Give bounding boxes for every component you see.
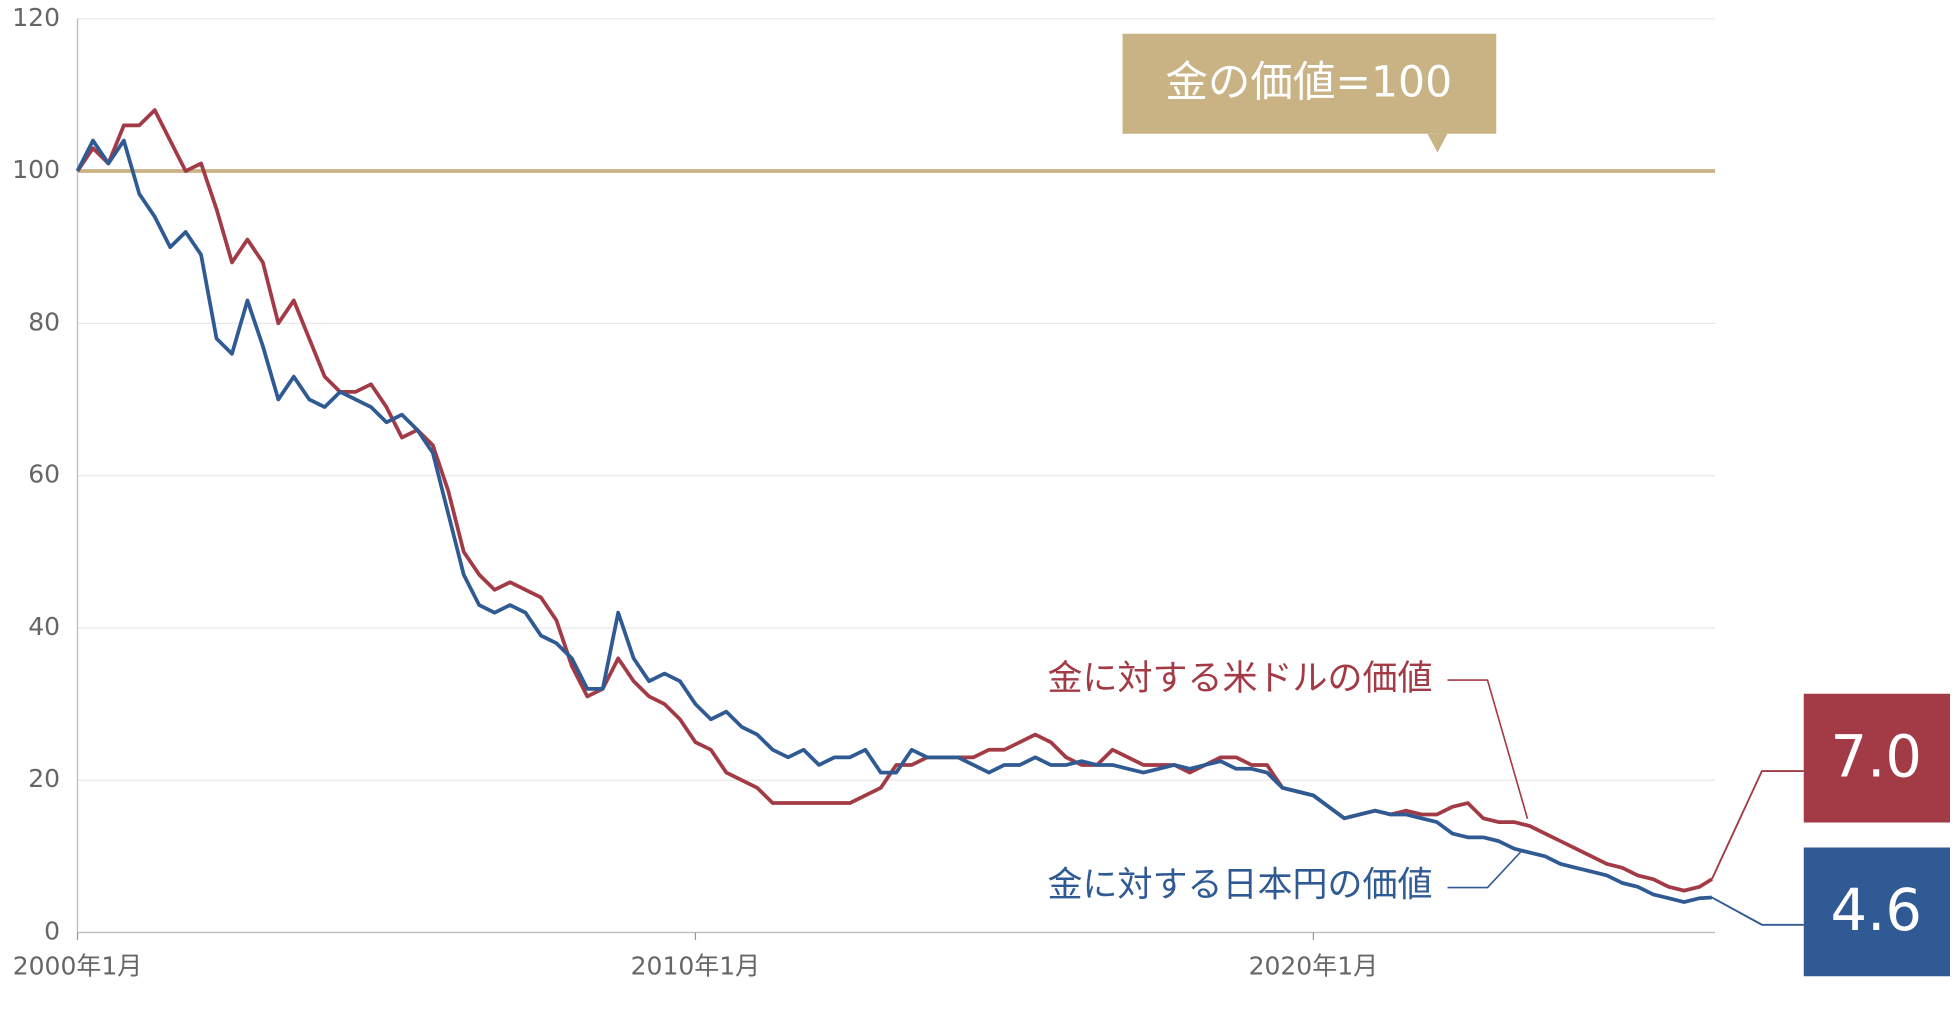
reference-label-box [1122, 33, 1497, 134]
y-tick-label: 80 [28, 307, 60, 336]
series-label: 金に対する日本円の価値 [1047, 865, 1432, 905]
end-label-box [1803, 847, 1950, 977]
plot: 0 20 40 60 80 100 120 2000年1月 2010年1月 2020年1月 7.0 4… [12, 3, 1950, 981]
series-leader [1447, 849, 1524, 889]
end-label-box [1803, 693, 1950, 823]
y-tick-label: 40 [28, 612, 60, 641]
x-tick-label: 2000年1月 [13, 952, 143, 981]
y-tick-label: 0 [44, 917, 60, 946]
end-label: 7.0 [1831, 723, 1922, 790]
y-tick-label: 60 [28, 460, 60, 489]
end-leader [1711, 896, 1804, 926]
series-leader [1447, 679, 1529, 819]
y-tick-label: 120 [12, 3, 60, 32]
end-leader [1711, 770, 1804, 880]
y-tick-label: 20 [28, 764, 60, 793]
x-tick-label: 2020年1月 [1249, 952, 1379, 981]
end-label: 4.6 [1831, 877, 1922, 944]
reference-label: 金の価値=100 [1165, 59, 1452, 108]
y-tick-label: 100 [12, 155, 60, 184]
series-label: 金に対する米ドルの価値 [1047, 659, 1432, 699]
reference-label-pointer [1427, 133, 1448, 153]
x-tick-label: 2010年1月 [631, 952, 761, 981]
series-line [75, 108, 1713, 893]
series-line [75, 138, 1713, 904]
